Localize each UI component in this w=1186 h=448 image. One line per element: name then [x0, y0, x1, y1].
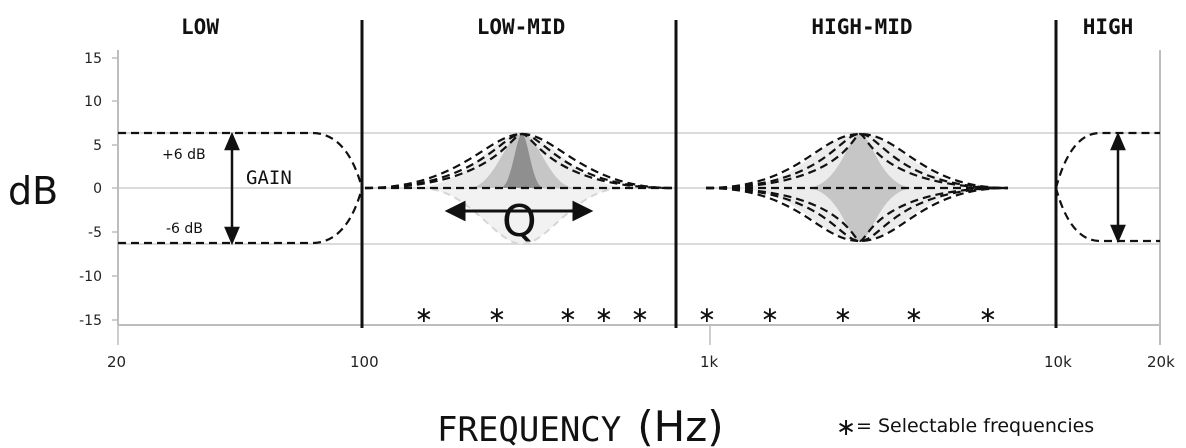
- selectable-frequency-marker: ∗: [834, 303, 852, 328]
- y-tick-label: 0: [93, 181, 102, 197]
- minus-gain-label: -6 dB: [166, 221, 203, 237]
- band-label-low-mid: LOW-MID: [477, 15, 566, 39]
- x-tick-label: 20: [107, 353, 126, 371]
- band-label-low: LOW: [181, 15, 219, 39]
- y-axis-tick-marks: [112, 57, 118, 321]
- y-tick-label: 5: [93, 138, 102, 154]
- x-tick-label: 20k: [1147, 353, 1175, 371]
- high-mid-peak: [705, 132, 1009, 243]
- selectable-frequency-marker: ∗: [488, 303, 506, 328]
- x-tick-label: 10k: [1044, 353, 1072, 371]
- y-tick-label: -15: [79, 313, 102, 329]
- low-gain-arrow: [224, 131, 240, 246]
- x-axis-label: FREQUENCY: [437, 410, 621, 448]
- selectable-frequency-marker: ∗: [595, 303, 613, 328]
- x-axis-tick-marks: [117, 325, 711, 345]
- high-gain-arrow: [1110, 131, 1126, 244]
- q-arrow: [444, 200, 594, 222]
- selectable-frequency-markers: ∗ ∗ ∗ ∗ ∗ ∗ ∗ ∗ ∗ ∗: [415, 303, 997, 328]
- selectable-frequency-marker: ∗: [415, 303, 433, 328]
- legend: ∗ = Selectable frequencies: [836, 413, 1094, 441]
- x-axis-title: FREQUENCY (Hz): [437, 402, 724, 448]
- selectable-frequency-marker: ∗: [905, 303, 923, 328]
- y-tick-label: 15: [84, 51, 102, 67]
- y-axis-label: dB: [8, 169, 58, 213]
- legend-symbol: ∗: [836, 413, 856, 441]
- low-shelf-curves: [118, 131, 364, 245]
- axes: [112, 50, 1161, 345]
- selectable-frequency-marker: ∗: [979, 303, 997, 328]
- gain-label: GAIN: [246, 167, 292, 189]
- y-tick-label: 10: [84, 94, 102, 110]
- band-dividers: [360, 20, 1058, 328]
- selectable-frequency-marker: ∗: [698, 303, 716, 328]
- legend-text: = Selectable frequencies: [856, 415, 1094, 437]
- x-axis-unit: (Hz): [637, 402, 723, 448]
- selectable-frequency-marker: ∗: [761, 303, 779, 328]
- x-tick-label: 100: [350, 353, 379, 371]
- band-label-high: HIGH: [1083, 15, 1134, 39]
- plus-gain-label: +6 dB: [162, 147, 206, 163]
- selectable-frequency-marker: ∗: [631, 303, 649, 328]
- selectable-frequency-marker: ∗: [559, 303, 577, 328]
- low-mid-peak: Q: [364, 132, 673, 247]
- y-tick-label: -10: [79, 269, 102, 285]
- band-label-high-mid: HIGH-MID: [811, 15, 912, 39]
- y-tick-label: -5: [88, 225, 102, 241]
- high-shelf-curves: [1054, 131, 1160, 243]
- x-tick-label: 1k: [700, 353, 719, 371]
- q-label: Q: [502, 196, 537, 247]
